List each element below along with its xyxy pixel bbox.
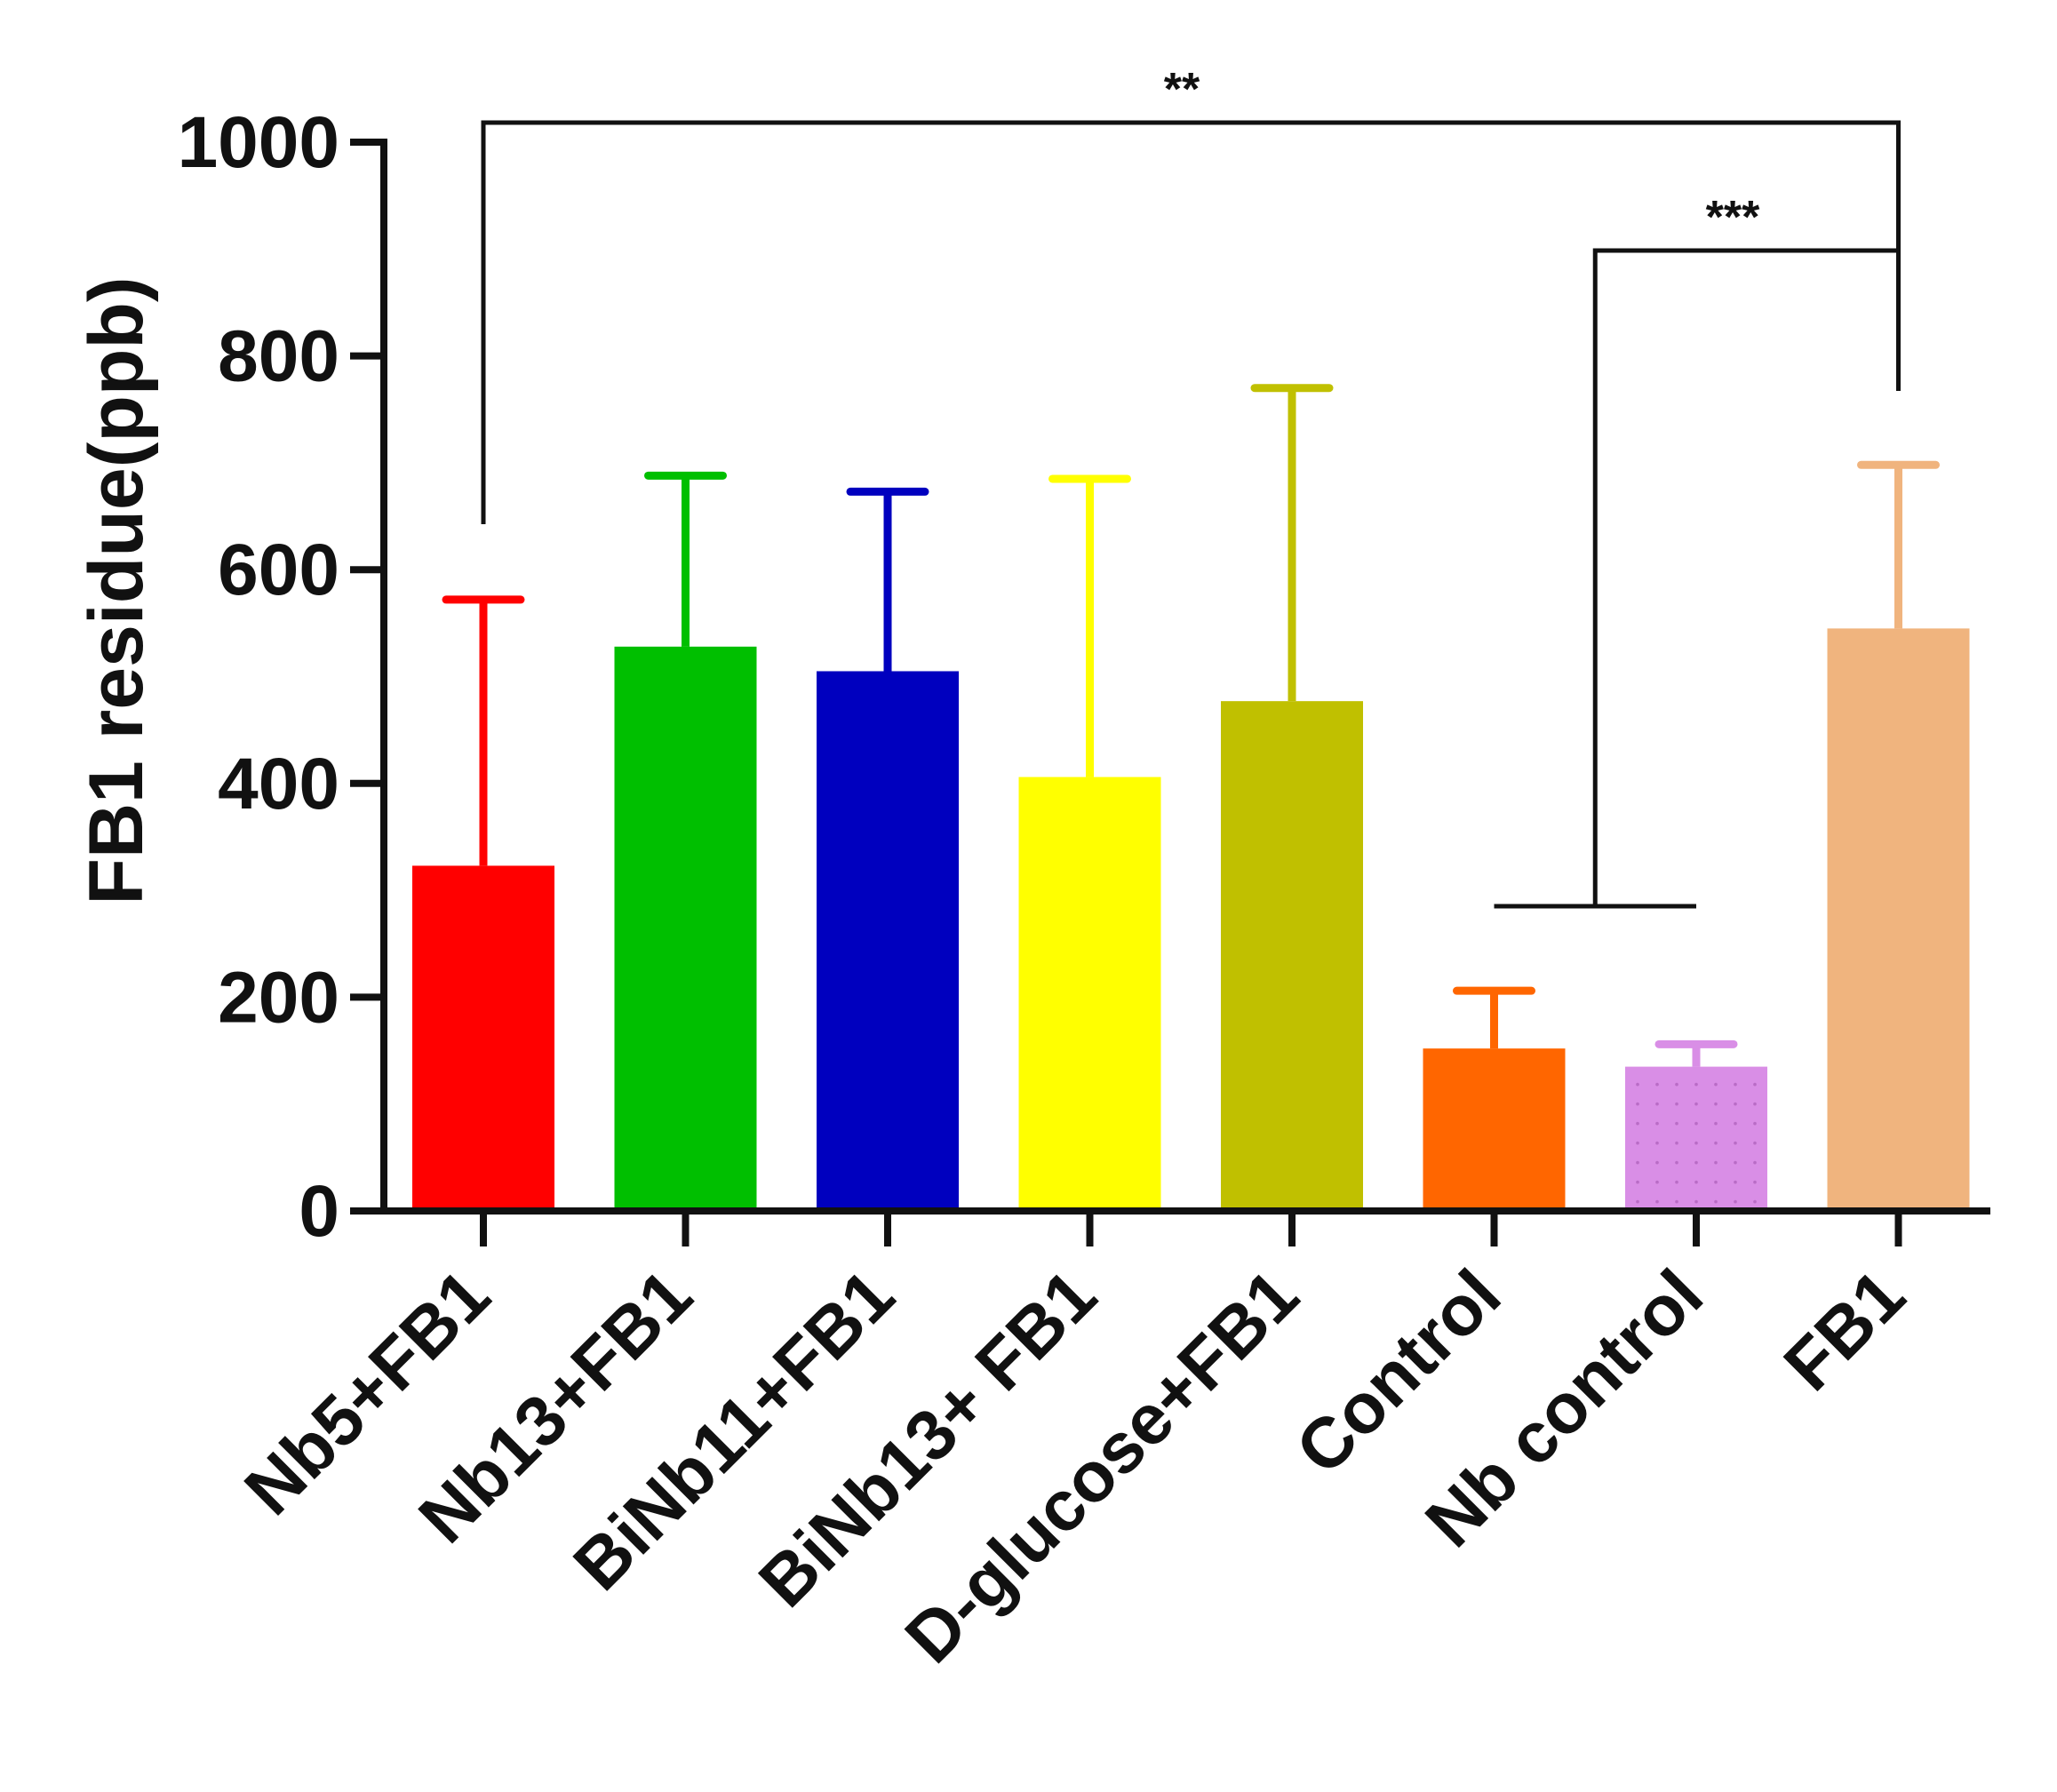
bar-texture-dot xyxy=(1655,1102,1659,1106)
bar-texture-dot xyxy=(1675,1141,1678,1145)
bar-texture-dot xyxy=(1753,1102,1757,1106)
bar-8 xyxy=(1827,628,1970,1211)
bar-texture-dot xyxy=(1734,1121,1737,1126)
bar-texture-dot xyxy=(1636,1102,1639,1106)
bar-texture-dot xyxy=(1675,1180,1678,1184)
bar-texture-dot xyxy=(1655,1141,1659,1145)
bar-texture-dot xyxy=(1694,1180,1698,1184)
bar-texture-dot xyxy=(1694,1141,1698,1145)
y-tick-label: 800 xyxy=(218,316,339,397)
bar-texture-dot xyxy=(1714,1121,1718,1126)
bar-texture-dot xyxy=(1636,1199,1639,1204)
bar-texture-dot xyxy=(1714,1180,1718,1184)
bar-texture-dot xyxy=(1753,1121,1757,1126)
bar-texture-dot xyxy=(1753,1141,1757,1145)
bar-texture-dot xyxy=(1753,1160,1757,1165)
bar-texture-dot xyxy=(1734,1160,1737,1165)
bar-texture-dot xyxy=(1675,1199,1678,1204)
bar-3 xyxy=(817,671,959,1211)
bar-texture-dot xyxy=(1636,1121,1639,1126)
bar-texture-dot xyxy=(1714,1160,1718,1165)
chart-marks: 02004006008001000Nb5+FB1Nb13+FB1BiNb11+F… xyxy=(178,102,1990,1677)
bar-texture-dot xyxy=(1734,1102,1737,1106)
y-tick-label: 200 xyxy=(218,957,339,1038)
significance-bracket-1 xyxy=(481,120,1901,524)
bar-texture-dot xyxy=(1675,1082,1678,1087)
x-tick-label: FB1 xyxy=(1769,1254,1920,1406)
bar-texture-dot xyxy=(1694,1121,1698,1126)
bar-texture-dot xyxy=(1655,1180,1659,1184)
bar-texture-dot xyxy=(1734,1199,1737,1204)
bar-6 xyxy=(1423,1048,1566,1211)
bar-texture-dot xyxy=(1655,1082,1659,1087)
bar-2 xyxy=(614,646,757,1211)
bar-texture-dot xyxy=(1714,1199,1718,1204)
y-tick-label: 0 xyxy=(299,1171,339,1252)
bar-texture-dot xyxy=(1694,1199,1698,1204)
y-axis-title: FB1 residue(ppb) xyxy=(74,276,159,904)
bar-4 xyxy=(1018,777,1161,1211)
bar-5 xyxy=(1221,701,1363,1211)
bar-texture-dot xyxy=(1655,1121,1659,1126)
significance-label-1: ** xyxy=(1164,64,1200,115)
bar-texture-dot xyxy=(1636,1141,1639,1145)
bar-texture-dot xyxy=(1734,1180,1737,1184)
bar-texture-dot xyxy=(1636,1160,1639,1165)
bar-texture-dot xyxy=(1655,1199,1659,1204)
bar-texture-dot xyxy=(1714,1102,1718,1106)
y-tick-label: 600 xyxy=(218,530,339,610)
bar-texture-dot xyxy=(1694,1102,1698,1106)
significance-label-2: *** xyxy=(1706,192,1760,243)
bar-texture-dot xyxy=(1734,1141,1737,1145)
bar-texture-dot xyxy=(1694,1082,1698,1087)
bar-texture-dot xyxy=(1694,1160,1698,1165)
bar-texture-dot xyxy=(1753,1199,1757,1204)
bar-texture-dot xyxy=(1714,1141,1718,1145)
bar-texture-dot xyxy=(1675,1160,1678,1165)
bar-texture-dot xyxy=(1753,1180,1757,1184)
bar-texture-dot xyxy=(1753,1082,1757,1087)
bar-texture-dot xyxy=(1675,1121,1678,1126)
bar-texture-dot xyxy=(1714,1082,1718,1087)
significance-bracket-2 xyxy=(1592,248,1899,906)
bar-texture-dot xyxy=(1675,1102,1678,1106)
bar-7 xyxy=(1625,1066,1767,1211)
y-tick-label: 400 xyxy=(218,744,339,824)
bar-1 xyxy=(412,865,554,1211)
bar-texture-dot xyxy=(1734,1082,1737,1087)
y-tick-label: 1000 xyxy=(178,102,339,183)
bar-texture-dot xyxy=(1655,1160,1659,1165)
bar-texture-dot xyxy=(1636,1180,1639,1184)
bar-texture-dot xyxy=(1636,1082,1639,1087)
